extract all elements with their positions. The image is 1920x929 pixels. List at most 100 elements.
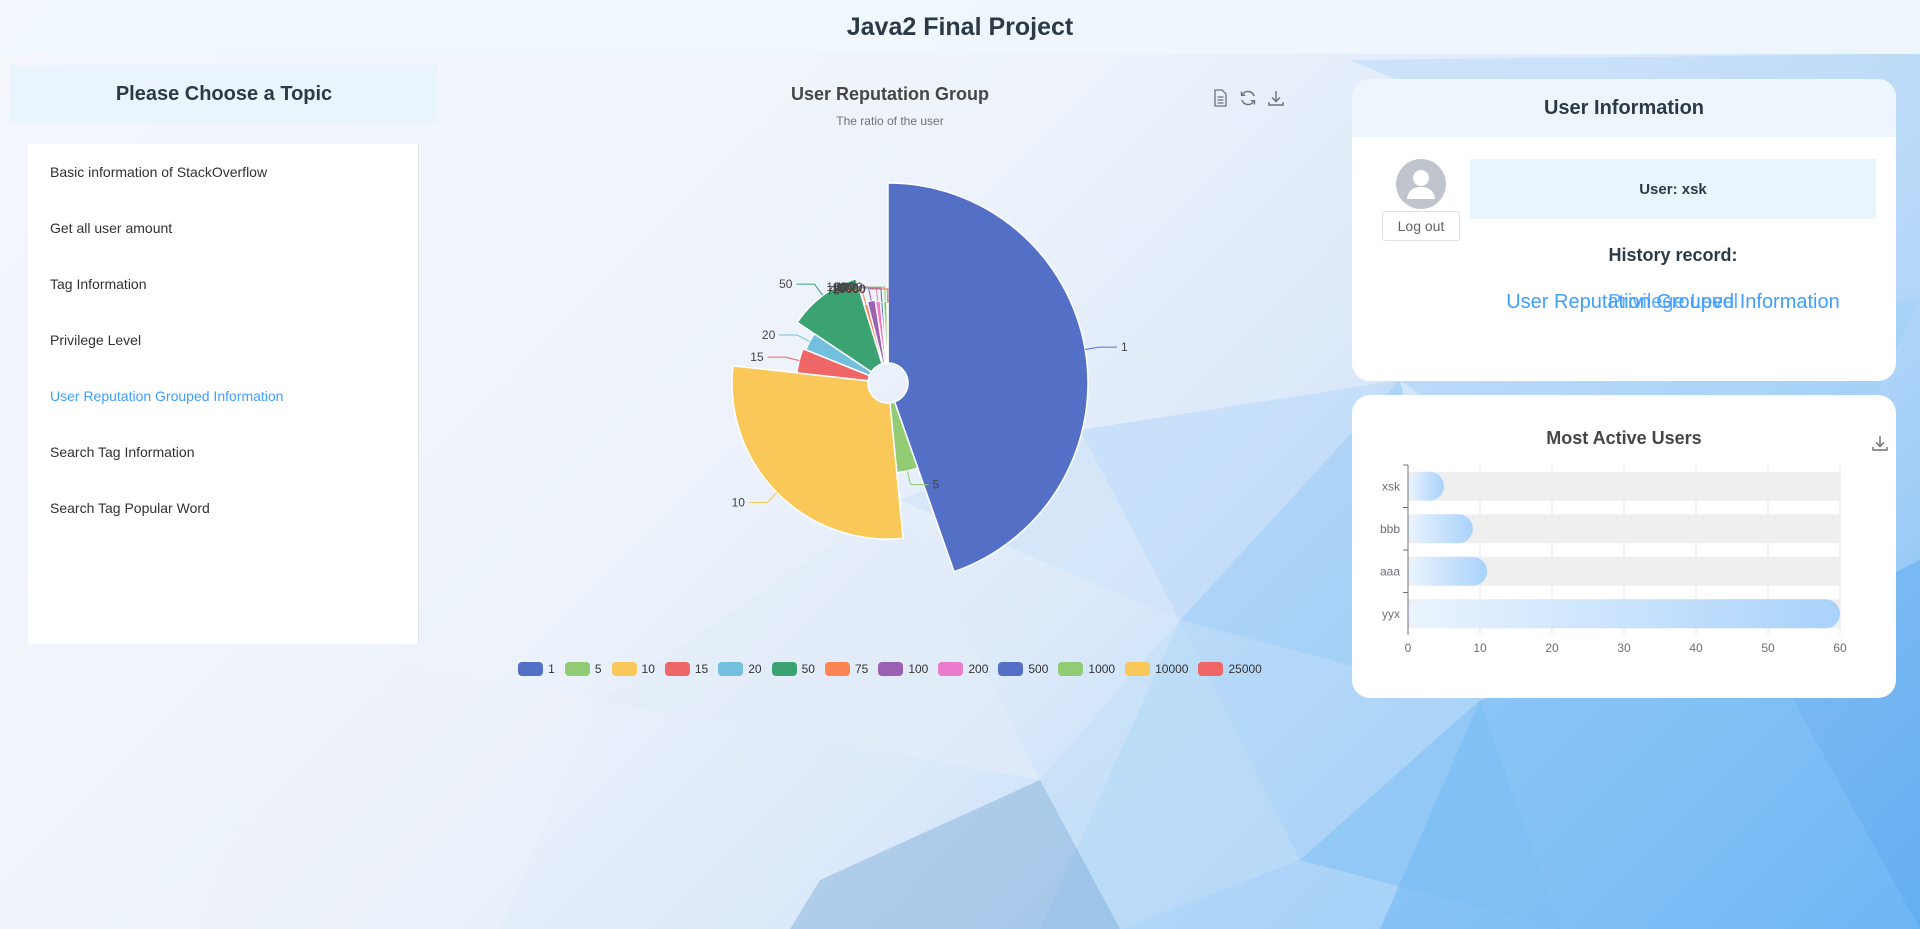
pie-label-1: 1 (1121, 340, 1128, 354)
pie-label-25000: 25000 (832, 282, 866, 296)
legend-swatch (1125, 662, 1151, 676)
sidebar-item-user-reputation[interactable]: User Reputation Grouped Information (50, 388, 284, 404)
bar-x-tick-label: 0 (1405, 641, 1412, 655)
bar-y-label: xsk (1382, 479, 1401, 493)
legend-swatch (878, 662, 904, 676)
pie-label-line (767, 356, 800, 362)
restore-icon[interactable] (1238, 88, 1258, 108)
pie-label-line (869, 288, 889, 304)
legend-swatch (1198, 662, 1224, 676)
legend-item-1[interactable]: 1 (518, 662, 555, 676)
pie-label-line (796, 283, 824, 296)
legend-item-10000[interactable]: 10000 (1125, 662, 1188, 676)
pie-slice-50[interactable] (796, 277, 884, 373)
bar-x-tick-label: 50 (1761, 641, 1775, 655)
pie-label-50: 50 (779, 277, 793, 291)
bar-y-label: bbb (1380, 522, 1400, 536)
legend-item-50[interactable]: 50 (771, 662, 815, 676)
sidebar-item-tag-popular-word[interactable]: Search Tag Popular Word (50, 500, 210, 516)
chart-toolbox (1210, 88, 1286, 108)
legend-swatch (664, 662, 690, 676)
pie-label-5: 5 (932, 478, 939, 492)
legend-item-1000[interactable]: 1000 (1058, 662, 1115, 676)
legend-swatch (824, 662, 850, 676)
pie-label-10000: 10000 (832, 282, 866, 296)
legend-item-20[interactable]: 20 (718, 662, 762, 676)
legend-swatch (611, 662, 637, 676)
legend-label: 25000 (1228, 662, 1262, 676)
bar-x-tick-label: 20 (1545, 641, 1559, 655)
pie-label-line (844, 290, 867, 305)
pie-label-20: 20 (762, 328, 776, 342)
history-item-privilege[interactable]: Privilege Level (1607, 291, 1739, 313)
legend-label: 500 (1028, 662, 1049, 676)
legend-label: 75 (854, 662, 869, 676)
data-view-icon[interactable] (1210, 88, 1230, 108)
legend-swatch (564, 662, 590, 676)
legend-item-10[interactable]: 10 (611, 662, 655, 676)
username-display: User: xsk (1470, 159, 1876, 219)
pie-label-line (866, 286, 886, 302)
sidebar-title: Please Choose a Topic (10, 65, 438, 123)
legend-item-15[interactable]: 15 (664, 662, 708, 676)
legend-label: 50 (801, 662, 815, 676)
history-title: History record: (1608, 245, 1738, 265)
bar-x-tick-label: 10 (1473, 641, 1487, 655)
pie-slice-1[interactable] (887, 182, 1089, 573)
bar-bbb[interactable] (1408, 514, 1473, 544)
legend-item-5[interactable]: 5 (564, 662, 602, 676)
pie-label-1000: 1000 (836, 280, 863, 294)
legend-label: 10000 (1155, 662, 1189, 676)
sidebar-item-user-amount[interactable]: Get all user amount (50, 220, 173, 236)
legend-swatch (518, 662, 544, 676)
pie-label-line (906, 470, 929, 486)
user-icon (1407, 170, 1435, 199)
legend-item-200[interactable]: 200 (938, 662, 988, 676)
avatar (1396, 159, 1446, 209)
active-chart-title: Most Active Users (1546, 428, 1702, 448)
sidebar-item-search-tag[interactable]: Search Tag Information (50, 444, 195, 460)
logout-button[interactable]: Log out (1382, 211, 1460, 241)
download-icon[interactable] (1870, 433, 1890, 453)
sidebar-menu: Basic information of StackOverflow Get a… (28, 144, 419, 644)
legend-label: 1000 (1088, 662, 1116, 676)
legend-label: 200 (968, 662, 989, 676)
pie-label-line (748, 492, 778, 503)
legend-item-100[interactable]: 100 (878, 662, 928, 676)
user-card-title: User Information (1352, 79, 1896, 137)
legend-label: 1 (548, 662, 555, 676)
bar-background (1408, 471, 1840, 501)
bar-xsk[interactable] (1408, 471, 1444, 501)
sidebar-item-basic-info[interactable]: Basic information of StackOverflow (50, 164, 268, 180)
legend-swatch (718, 662, 744, 676)
sidebar-item-tag-information[interactable]: Tag Information (50, 276, 147, 292)
legend-item-500[interactable]: 500 (998, 662, 1048, 676)
pie-label-10: 10 (732, 495, 746, 509)
pie-chart-subtitle: The ratio of the user (836, 114, 944, 128)
pie-chart-title: User Reputation Group (790, 84, 989, 104)
bar-y-label: aaa (1380, 564, 1400, 578)
active-users-card: 0 10 20 30 40 50 60 xsk bbb aaa yyx Most Active Us… (1352, 395, 1896, 698)
bar-x-tick-label: 30 (1617, 641, 1631, 655)
history-item-reputation[interactable]: User Reputation Grouped Information (1506, 291, 1840, 313)
bar-aaa[interactable] (1408, 556, 1488, 586)
pie-legend: 1 5 10 15 20 50 75 100 200 500 1000 10000 25000 (440, 662, 1340, 676)
pie-label-15: 15 (750, 350, 764, 364)
pie-label-100: 100 (826, 280, 846, 294)
download-icon[interactable] (1266, 88, 1286, 108)
bar-x-tick-label: 60 (1833, 641, 1847, 655)
legend-item-25000[interactable]: 25000 (1198, 662, 1262, 676)
legend-label: 100 (908, 662, 929, 676)
bar-yyx[interactable] (1408, 599, 1840, 629)
legend-label: 10 (641, 662, 655, 676)
bar-background (1408, 514, 1840, 544)
legend-label: 5 (594, 662, 602, 676)
reputation-chart: 1 5 10 15 20 50 75 100 200 500 1000 10000 25000 User… (440, 70, 1340, 700)
sidebar-item-privilege-level[interactable]: Privilege Level (50, 332, 142, 348)
legend-swatch (938, 662, 964, 676)
pie-slice-10[interactable] (731, 364, 905, 540)
legend-swatch (998, 662, 1024, 676)
legend-swatch (771, 662, 797, 676)
pie-label-75: 75 (827, 284, 841, 298)
legend-item-75[interactable]: 75 (824, 662, 869, 676)
